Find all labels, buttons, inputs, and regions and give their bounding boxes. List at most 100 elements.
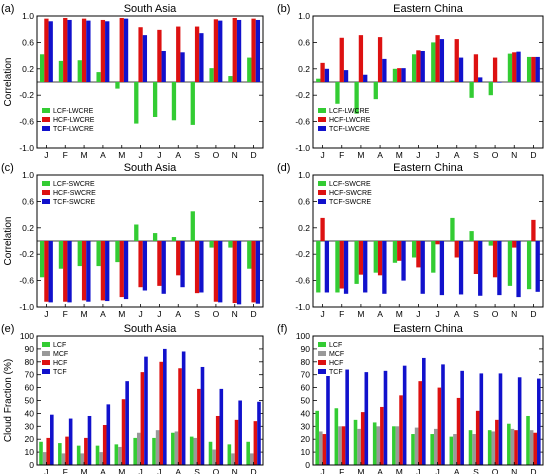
legend-label: HCF-LWCRE [329, 117, 371, 124]
bar-lcf-lwcre [335, 82, 340, 104]
bar-hcf [215, 415, 220, 465]
bar-tcf-swcre [48, 241, 53, 303]
y-tick-label: 90 [25, 344, 35, 354]
bar-lcf-lwcre [228, 76, 233, 82]
x-tick-label: M [81, 309, 88, 319]
bar-hcf [178, 368, 182, 465]
x-tick-label: J [435, 309, 439, 319]
y-axis-label: Correlation [3, 217, 14, 266]
bar-hcf [197, 388, 201, 465]
y-tick-label: 0.6 [298, 37, 310, 47]
bar-hcf-lwcre [397, 68, 402, 82]
y-tick-label: 10 [301, 447, 311, 457]
legend-label: HCF [329, 360, 343, 367]
bar-mcf [118, 446, 122, 465]
y-tick-label: 0 [305, 460, 310, 470]
bar-tcf [257, 401, 261, 465]
bar-mcf [136, 432, 141, 465]
bar-hcf-lwcre [81, 18, 87, 82]
y-tick-label: -1.0 [19, 302, 34, 312]
bar-lcf-lwcre [96, 72, 101, 82]
bar-lcf-swcre [209, 241, 214, 248]
x-tick-label: D [530, 150, 536, 160]
bar-hcf-lwcre [119, 17, 124, 83]
y-tick-label: 30 [301, 421, 311, 431]
bar-tcf-lwcre [161, 50, 166, 82]
plot-frame [312, 335, 544, 466]
x-tick-label: J [44, 309, 48, 319]
x-tick-label: J [320, 150, 324, 160]
bar-mcf [357, 428, 361, 465]
bar-mcf [249, 453, 254, 465]
bar-mcf [491, 431, 496, 465]
bar-mcf [529, 430, 534, 465]
bar-hcf [437, 387, 442, 465]
chart-title: South Asia [124, 3, 177, 15]
x-tick-label: M [396, 150, 403, 160]
legend-label: TCF-LWCRE [53, 126, 94, 133]
panel-label: (f) [277, 323, 287, 335]
bar-lcf [246, 441, 250, 465]
x-tick-label: A [175, 309, 181, 319]
bar-mcf [80, 453, 85, 465]
bar-hcf-swcre [454, 241, 459, 258]
bar-tcf-lwcre [363, 74, 368, 82]
chart-title: South Asia [124, 323, 177, 335]
legend-swatch [42, 342, 50, 347]
x-tick-label: S [194, 309, 200, 319]
bar-tcf [479, 373, 484, 465]
bar-tcf [498, 373, 503, 465]
bar-tcf-lwcre [199, 33, 204, 82]
y-tick-label: 20 [301, 434, 311, 444]
x-tick-label: N [232, 467, 238, 474]
bar-lcf [58, 443, 62, 465]
legend-label: LCF [329, 342, 342, 349]
y-tick-label: 1.0 [22, 170, 34, 180]
legend-label: TCF [329, 369, 343, 376]
bar-tcf [402, 365, 407, 465]
bar-tcf [460, 370, 464, 465]
legend-label: TCF-LWCRE [329, 126, 370, 133]
panel-label: (d) [277, 162, 290, 174]
bar-tcf-lwcre [218, 20, 223, 82]
x-tick-label: M [396, 467, 403, 474]
bar-mcf [61, 453, 66, 465]
y-tick-label: 40 [301, 408, 311, 418]
bar-hcf-lwcre [531, 56, 536, 82]
bar-hcf [121, 399, 126, 465]
bar-lcf [315, 410, 319, 465]
bar-mcf [338, 426, 342, 465]
legend-swatch [318, 108, 326, 113]
x-tick-label: A [454, 150, 460, 160]
x-tick-label: M [357, 150, 364, 160]
bar-lcf-swcre [39, 241, 45, 278]
x-tick-label: M [81, 467, 88, 474]
bar-hcf [140, 372, 145, 465]
bar-hcf-swcre [63, 241, 68, 302]
bar-tcf [537, 378, 541, 465]
bar-tcf [517, 377, 522, 465]
x-tick-label: N [511, 150, 517, 160]
bar-lcf [487, 430, 492, 465]
bar-hcf [159, 361, 164, 465]
x-tick-label: O [213, 467, 220, 474]
x-tick-label: N [232, 150, 238, 160]
bar-tcf-swcre [67, 241, 72, 303]
bar-hcf-swcre [435, 241, 440, 245]
bar-lcf-swcre [247, 241, 252, 269]
bar-lcf [411, 434, 415, 465]
bar-hcf-lwcre [320, 62, 325, 82]
bar-hcf-lwcre [416, 50, 421, 82]
bar-lcf-lwcre [134, 82, 139, 124]
bar-tcf [106, 404, 111, 465]
bar-mcf [193, 437, 198, 465]
bar-tcf-lwcre [535, 56, 540, 82]
x-tick-label: D [251, 309, 257, 319]
bar-lcf [39, 441, 43, 465]
x-tick-label: J [44, 150, 48, 160]
bar-hcf-lwcre [194, 26, 200, 83]
bar-tcf-lwcre [343, 70, 349, 82]
bar-hcf-lwcre [251, 18, 256, 82]
x-tick-label: D [530, 309, 536, 319]
x-tick-label: J [138, 150, 142, 160]
